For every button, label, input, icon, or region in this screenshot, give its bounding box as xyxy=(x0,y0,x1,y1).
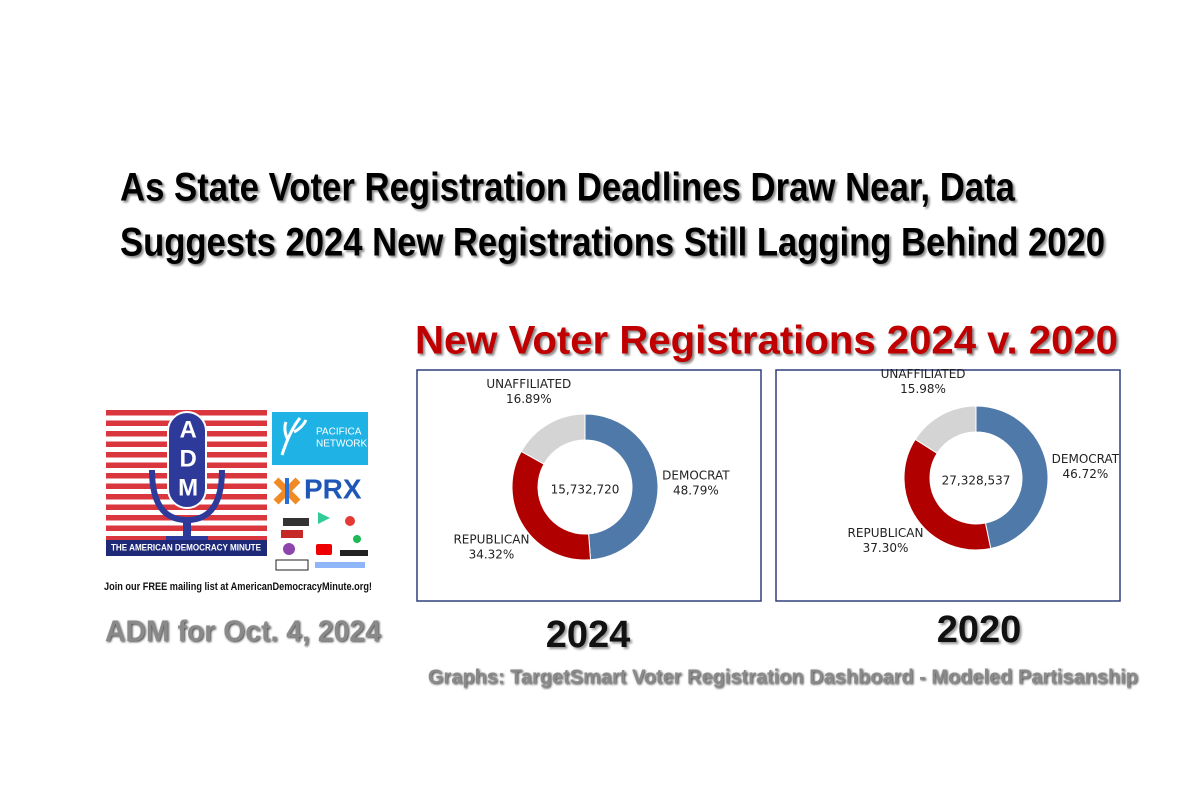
app-icon xyxy=(318,512,330,524)
logo-name: The American Democracy Minute xyxy=(111,542,261,552)
app-icon xyxy=(283,518,309,526)
slice-label: 37.30% xyxy=(863,541,909,555)
logo-bar xyxy=(106,540,267,556)
slice-label: 48.79% xyxy=(673,483,719,497)
mic-stand xyxy=(183,520,191,538)
donut-slice xyxy=(511,450,592,561)
app-icon xyxy=(316,544,332,555)
pacifica-text: NETWORK xyxy=(316,439,367,450)
slice-label: 16.89% xyxy=(506,392,552,406)
slice-category: REPUBLICAN xyxy=(453,532,529,546)
mic-stand xyxy=(166,536,208,542)
chart-year: 2024 xyxy=(546,614,631,656)
slice-category: REPUBLICAN xyxy=(848,526,924,540)
app-icon xyxy=(275,559,309,571)
app-icon xyxy=(353,535,361,543)
app-icon xyxy=(283,543,295,555)
chart-frame xyxy=(775,369,1121,602)
donut-slice xyxy=(914,405,977,454)
slice-category: DEMOCRAT xyxy=(1052,452,1120,466)
app-icon xyxy=(340,550,368,556)
slice-category: DEMOCRAT xyxy=(662,468,730,482)
mailing-list: Join our FREE mailing list at AmericanDe… xyxy=(104,581,372,593)
slice-label: 34.32% xyxy=(469,547,515,561)
center-total: 15,732,720 xyxy=(551,483,620,497)
date-label: ADM for Oct. 4, 2024 xyxy=(105,615,381,648)
donut-slice xyxy=(975,405,1049,550)
slice-category: UNAFFILIATED xyxy=(881,367,966,381)
center-total: 27,328,537 xyxy=(942,474,1011,488)
slice-category: UNAFFILIATED xyxy=(486,377,571,391)
pacifica-text: PACIFICA xyxy=(316,427,362,438)
chart-frame xyxy=(416,369,762,602)
logo-monogram: ADM xyxy=(175,417,202,504)
source: Graphs: TargetSmart Voter Registration D… xyxy=(428,666,1138,688)
pacifica-icon xyxy=(280,417,308,456)
headline: Suggests 2024 New Registrations Still La… xyxy=(120,221,1105,265)
headline: As State Voter Registration Deadlines Dr… xyxy=(120,166,1016,210)
app-icon xyxy=(345,516,355,526)
donut-slice xyxy=(584,413,659,561)
slice-label: 15.98% xyxy=(900,382,946,396)
logo: ADM The American Democracy Minute PACIFI… xyxy=(104,410,372,593)
slice-label: 46.72% xyxy=(1063,467,1109,481)
mic xyxy=(167,411,207,509)
prx-text: PRX xyxy=(304,473,362,504)
chart-year: 2020 xyxy=(937,609,1022,651)
donut-slice xyxy=(520,413,586,465)
charts-title: New Voter Registrations 2024 v. 2020 xyxy=(415,319,1118,363)
app-icon xyxy=(315,562,365,568)
app-icon xyxy=(281,530,303,538)
